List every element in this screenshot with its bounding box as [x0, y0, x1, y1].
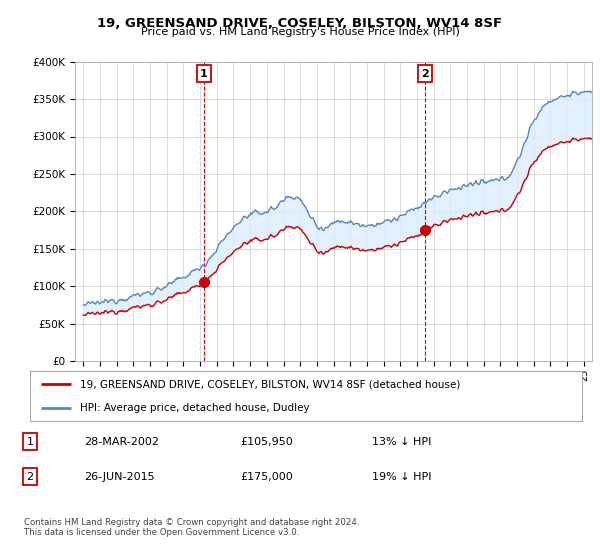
- Text: 26-JUN-2015: 26-JUN-2015: [84, 472, 155, 482]
- Text: 28-MAR-2002: 28-MAR-2002: [84, 437, 159, 447]
- Text: 19, GREENSAND DRIVE, COSELEY, BILSTON, WV14 8SF (detached house): 19, GREENSAND DRIVE, COSELEY, BILSTON, W…: [80, 379, 460, 389]
- Text: 1: 1: [200, 68, 208, 78]
- Text: £105,950: £105,950: [240, 437, 293, 447]
- Text: HPI: Average price, detached house, Dudley: HPI: Average price, detached house, Dudl…: [80, 403, 310, 413]
- Text: 13% ↓ HPI: 13% ↓ HPI: [372, 437, 431, 447]
- Text: Price paid vs. HM Land Registry's House Price Index (HPI): Price paid vs. HM Land Registry's House …: [140, 27, 460, 37]
- Text: Contains HM Land Registry data © Crown copyright and database right 2024.
This d: Contains HM Land Registry data © Crown c…: [24, 518, 359, 538]
- Text: 2: 2: [26, 472, 34, 482]
- Text: 19% ↓ HPI: 19% ↓ HPI: [372, 472, 431, 482]
- Text: 19, GREENSAND DRIVE, COSELEY, BILSTON, WV14 8SF: 19, GREENSAND DRIVE, COSELEY, BILSTON, W…: [97, 17, 503, 30]
- Text: 2: 2: [421, 68, 429, 78]
- Text: 1: 1: [26, 437, 34, 447]
- Text: £175,000: £175,000: [240, 472, 293, 482]
